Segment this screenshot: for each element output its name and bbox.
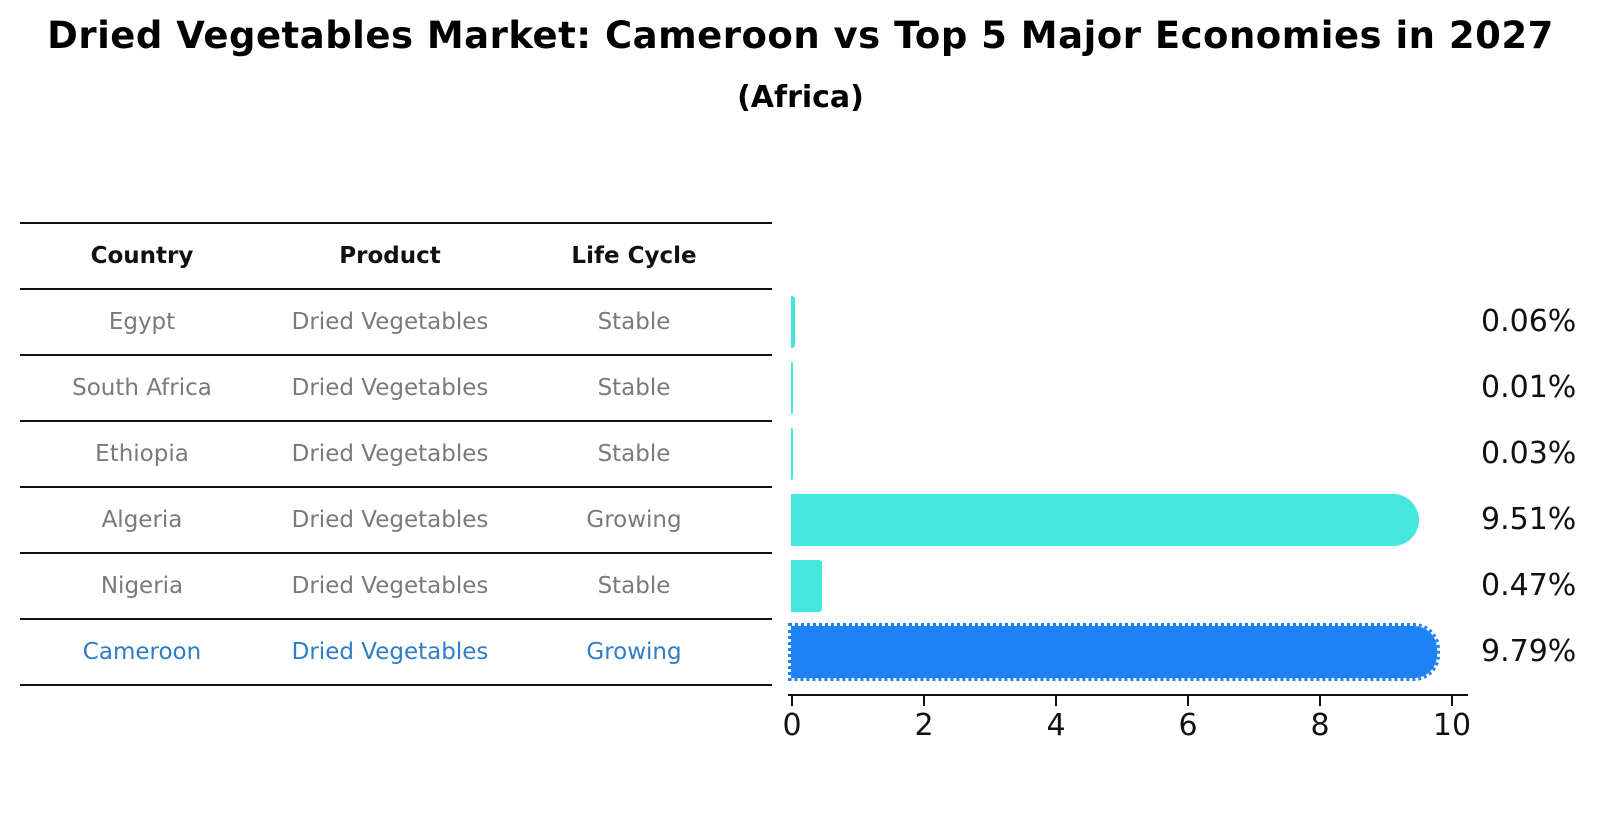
bar-egypt: [791, 296, 795, 348]
table-row-algeria: Algeria Dried Vegetables Growing: [20, 486, 772, 552]
cell-life-cycle: Stable: [597, 573, 671, 599]
x-axis-tick-label: 6: [1178, 708, 1198, 743]
table-row-nigeria: Nigeria Dried Vegetables Stable: [20, 552, 772, 618]
chart-title: Dried Vegetables Market: Cameroon vs Top…: [47, 14, 1554, 57]
cell-product: Dried Vegetables: [291, 507, 489, 533]
x-axis-tickmark: [1187, 696, 1189, 706]
cell-country: Nigeria: [100, 573, 184, 599]
cell-life-cycle: Stable: [597, 441, 671, 467]
bar-cameroon-highlighted: [788, 623, 1440, 681]
cell-country: Egypt: [108, 309, 176, 335]
x-axis-tick-label: 8: [1310, 708, 1330, 743]
x-axis-tickmark: [791, 696, 793, 706]
cell-country: South Africa: [72, 375, 212, 401]
cell-life-cycle: Stable: [597, 375, 671, 401]
cell-product: Dried Vegetables: [291, 309, 489, 335]
cell-life-cycle: Growing: [586, 507, 682, 533]
x-axis-tickmark: [1451, 696, 1453, 706]
value-label-cameroon: 9.79%: [1481, 634, 1577, 669]
x-axis-tick-label: 2: [914, 708, 934, 743]
value-label-egypt: 0.06%: [1481, 304, 1577, 339]
bar-ethiopia: [791, 428, 793, 480]
table-row-south-africa: South Africa Dried Vegetables Stable: [20, 354, 772, 420]
bar-algeria: [791, 494, 1419, 546]
bar-nigeria: [791, 560, 822, 612]
table-row-egypt: Egypt Dried Vegetables Stable: [20, 288, 772, 354]
value-label-ethiopia: 0.03%: [1481, 436, 1577, 471]
chart-subtitle: (Africa): [737, 80, 864, 115]
table-header-row: Country Product Life Cycle: [20, 222, 772, 288]
header-cell-product: Product: [339, 243, 441, 269]
cell-product: Dried Vegetables: [291, 573, 489, 599]
header-cell-country: Country: [90, 243, 194, 269]
cell-life-cycle: Stable: [597, 309, 671, 335]
cell-country: Ethiopia: [95, 441, 189, 467]
cell-country: Cameroon: [82, 639, 202, 665]
x-axis-tick-label: 0: [782, 708, 802, 743]
x-axis-tick-label: 4: [1046, 708, 1066, 743]
x-axis-tickmark: [1055, 696, 1057, 706]
table-row-ethiopia: Ethiopia Dried Vegetables Stable: [20, 420, 772, 486]
cell-product: Dried Vegetables: [291, 375, 489, 401]
value-label-nigeria: 0.47%: [1481, 568, 1577, 603]
cell-country: Algeria: [101, 507, 183, 533]
x-axis-tickmark: [1319, 696, 1321, 706]
x-axis-line: [788, 694, 1468, 696]
cell-life-cycle: Growing: [586, 639, 682, 665]
x-axis-tickmark: [923, 696, 925, 706]
value-label-algeria: 9.51%: [1481, 502, 1577, 537]
comparison-table: Country Product Life Cycle Egypt Dried V…: [20, 222, 772, 686]
bar-south-africa: [791, 362, 793, 414]
table-row-cameroon-highlighted: Cameroon Dried Vegetables Growing: [20, 618, 772, 684]
value-label-south-africa: 0.01%: [1481, 370, 1577, 405]
cell-product: Dried Vegetables: [291, 639, 489, 665]
x-axis-tick-label: 10: [1432, 708, 1472, 743]
cell-product: Dried Vegetables: [291, 441, 489, 467]
header-cell-life-cycle: Life Cycle: [571, 243, 697, 269]
